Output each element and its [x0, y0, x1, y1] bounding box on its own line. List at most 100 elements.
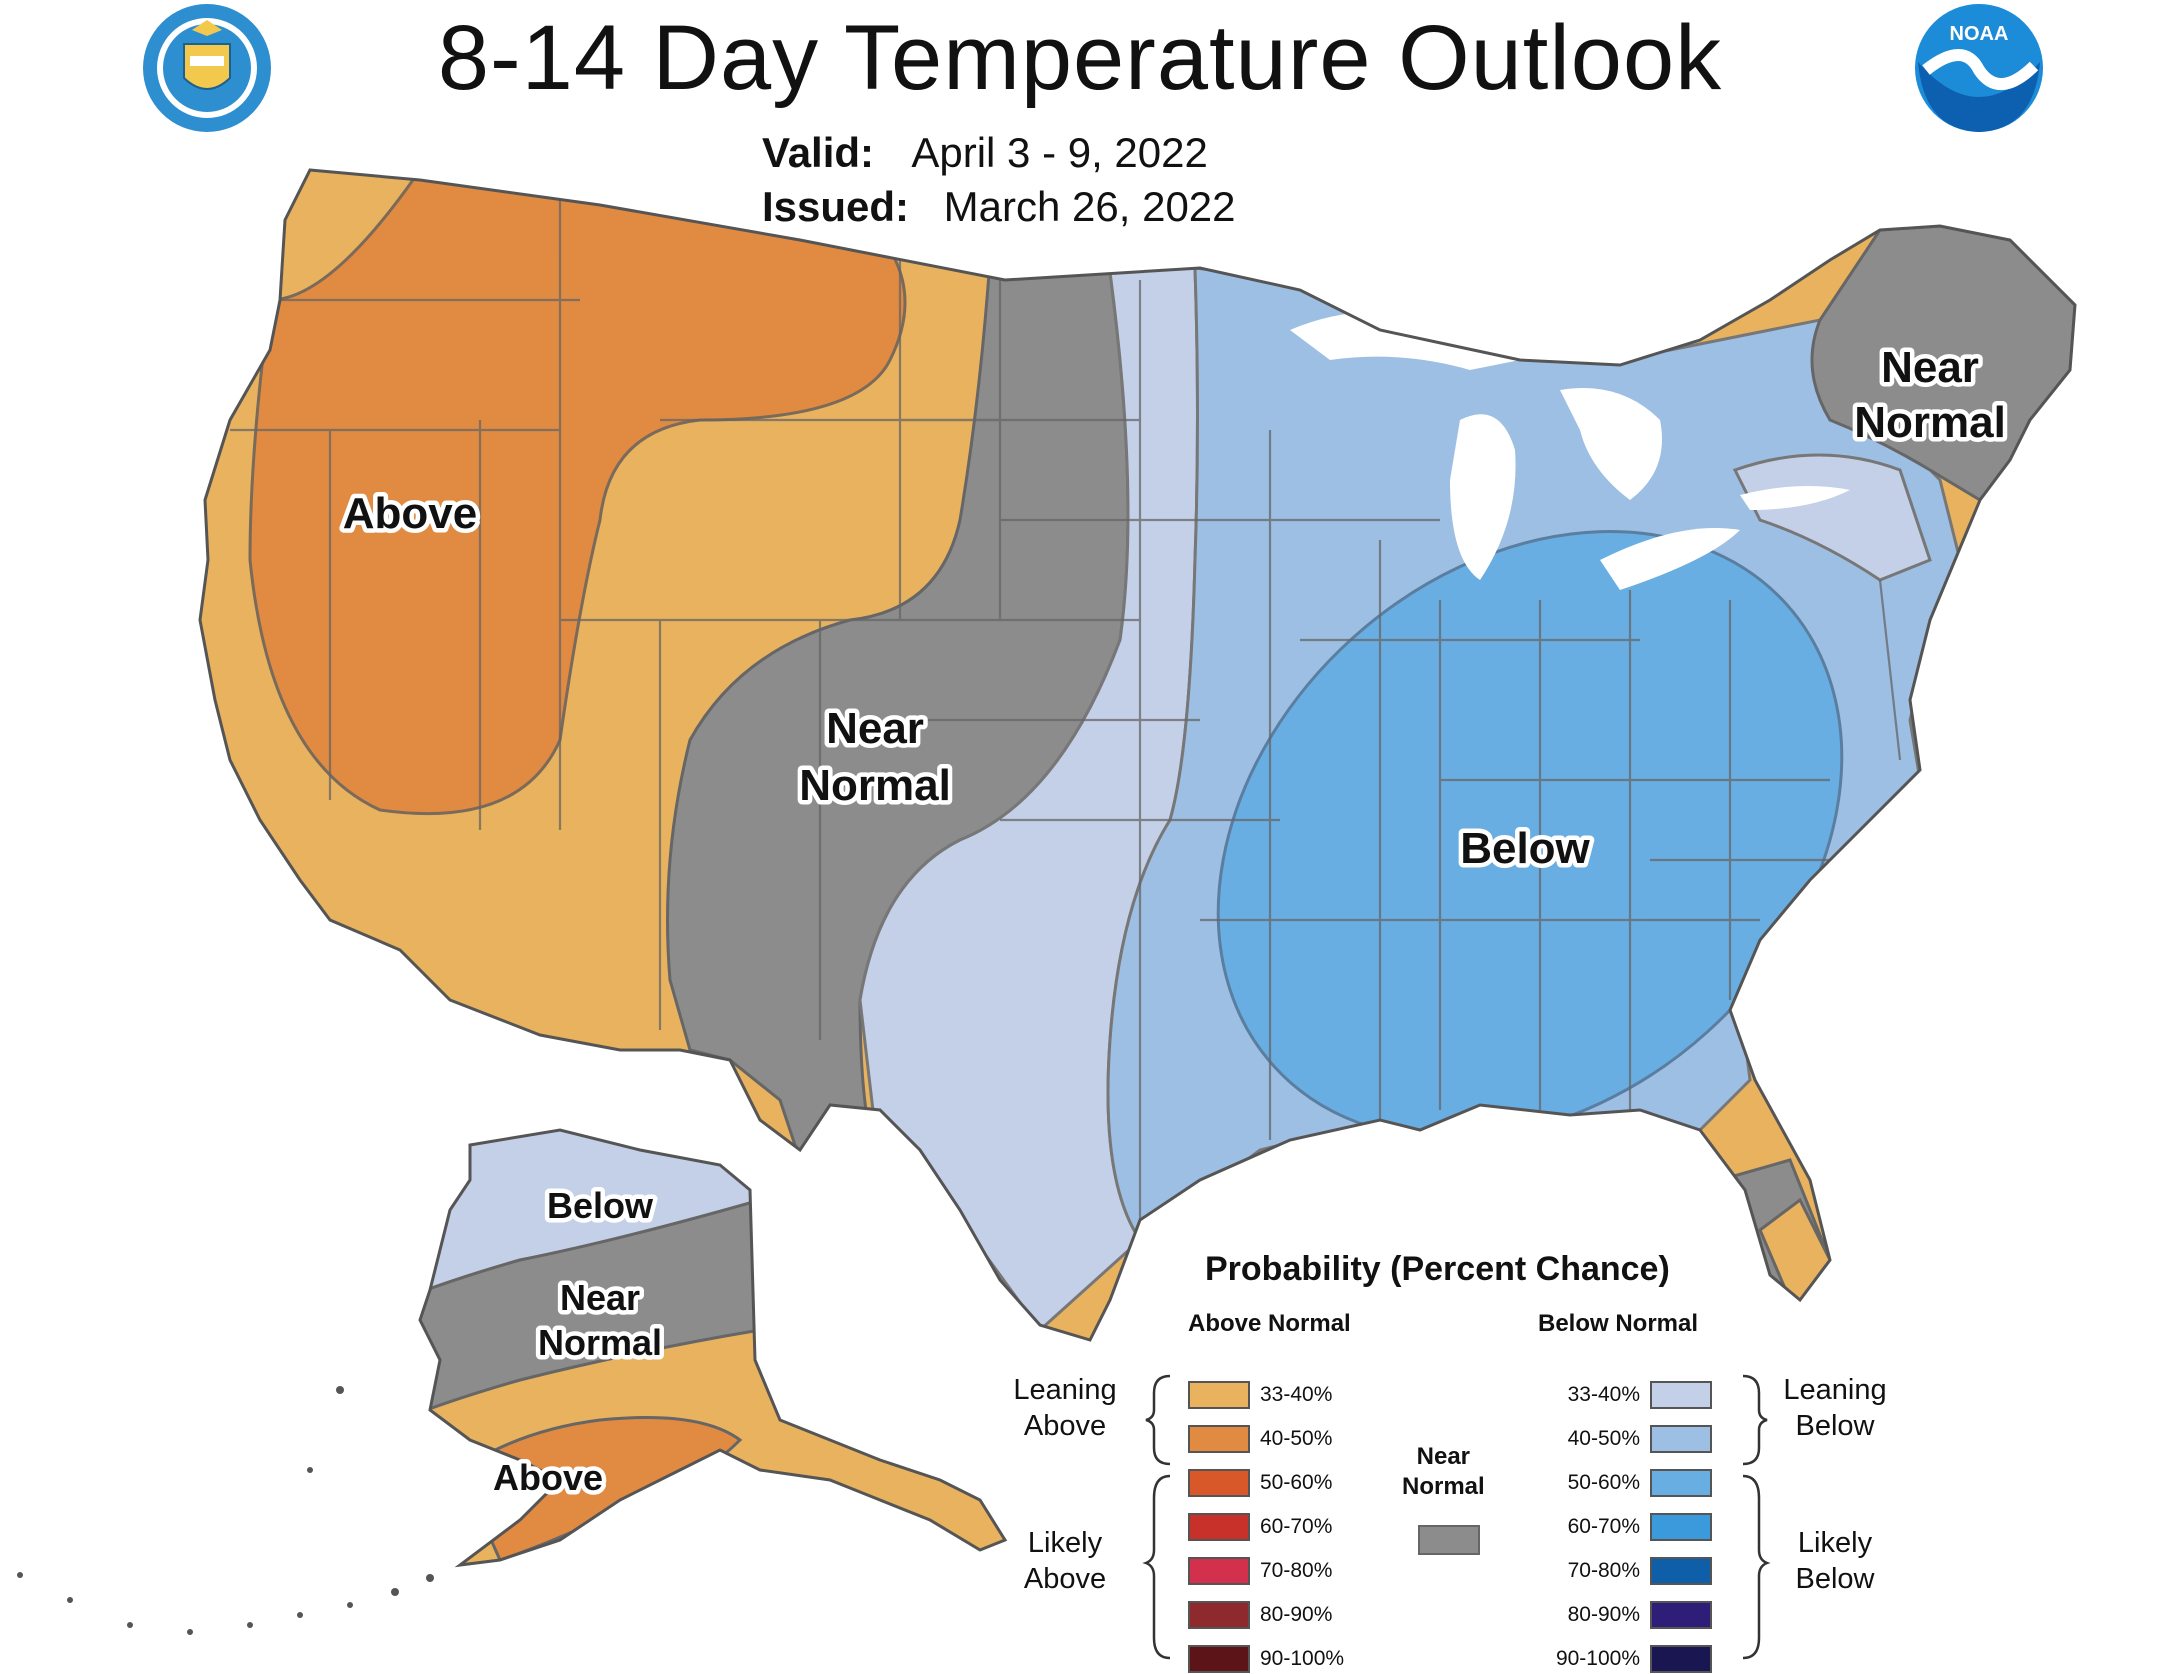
label-central-near-1: Near [826, 704, 924, 753]
label-east-below: Below [1460, 824, 1590, 873]
legend-above-swatch [1188, 1513, 1250, 1541]
legend-below-swatch [1650, 1469, 1712, 1497]
lake-ontario [1740, 486, 1850, 510]
label-northeast-near-2: Normal [1854, 398, 2006, 447]
conus-regions [200, 170, 2075, 1340]
legend-below-row: 80-90% [1530, 1600, 1712, 1630]
legend-above-swatch [1188, 1425, 1250, 1453]
aleutian-islands [17, 1386, 434, 1635]
legend-above-percent: 60-70% [1260, 1515, 1333, 1538]
leaning-above-line1: Leaning [1013, 1374, 1117, 1406]
valid-label: Valid: [762, 129, 875, 176]
legend-above-row: 90-100% [1188, 1644, 1370, 1674]
legend-below-percent: 33-40% [1567, 1383, 1640, 1406]
leaning-below-line2: Below [1795, 1410, 1875, 1442]
state-borders [230, 180, 1940, 1240]
legend-below-row: 70-80% [1530, 1556, 1712, 1586]
legend-above-row: 70-80% [1188, 1556, 1370, 1586]
legend-below-header: Below Normal [1538, 1310, 1699, 1337]
likely-below-line2: Below [1795, 1563, 1875, 1595]
legend-above-row: 60-70% [1188, 1512, 1370, 1542]
legend-below-swatch [1650, 1513, 1712, 1541]
legend-below-percent: 80-90% [1567, 1603, 1640, 1626]
leaning-below-line1: Leaning [1783, 1374, 1887, 1406]
legend-below-row: 60-70% [1530, 1512, 1712, 1542]
legend-above-percent: 33-40% [1260, 1383, 1333, 1406]
legend-title: Probability (Percent Chance) [1205, 1250, 1670, 1288]
label-alaska-above: Above [493, 1457, 603, 1498]
issued-value: March 26, 2022 [943, 183, 1236, 230]
valid-value: April 3 - 9, 2022 [911, 129, 1208, 176]
date-block: Valid: April 3 - 9, 2022 Issued: March 2… [762, 126, 1236, 234]
label-alaska-near-2: Normal [538, 1322, 662, 1363]
legend-above-swatch [1188, 1469, 1250, 1497]
legend-above-percent: 80-90% [1260, 1603, 1333, 1626]
legend-below-percent: 90-100% [1555, 1647, 1640, 1670]
conus-outline [198, 168, 2077, 1342]
lake-michigan [1450, 414, 1516, 580]
leaning-above-line2: Above [1023, 1410, 1107, 1442]
conus-above-40-50-region [248, 170, 907, 816]
legend-near-normal-swatch [1418, 1525, 1480, 1555]
legend-below-percent: 50-60% [1567, 1471, 1640, 1494]
lake-superior [1290, 312, 1520, 370]
legend-below-percent: 70-80% [1567, 1559, 1640, 1582]
legend-below-swatch [1650, 1645, 1712, 1673]
likely-above-line2: Above [1023, 1563, 1107, 1595]
lake-erie [1600, 528, 1740, 590]
legend-below-row: 50-60% [1530, 1468, 1712, 1498]
legend-above-swatch [1188, 1381, 1250, 1409]
lake-huron [1560, 388, 1662, 500]
legend-above-header: Above Normal [1188, 1310, 1351, 1337]
likely-above-line1: Likely [1027, 1527, 1103, 1559]
probability-legend: Probability (Percent Chance) Above Norma… [990, 1250, 1887, 1673]
issued-row: Issued: March 26, 2022 [762, 180, 1236, 234]
alaska-outline [418, 1128, 1008, 1568]
legend-above-percent: 70-80% [1260, 1559, 1333, 1582]
legend-left-braces [1142, 1374, 1171, 1660]
legend-below-row: 90-100% [1530, 1644, 1712, 1674]
label-west-above: Above [343, 489, 477, 538]
noaa-logo-icon: NOAA [1915, 4, 2043, 132]
legend-likely-below: Likely Below [1760, 1525, 1910, 1597]
legend-below-swatch [1650, 1601, 1712, 1629]
commerce-seal-icon [143, 4, 271, 132]
legend-above-swatch [1188, 1601, 1250, 1629]
label-alaska-below: Below [547, 1185, 654, 1226]
label-alaska-near-1: Near [560, 1277, 640, 1318]
legend-right-braces [1742, 1374, 1771, 1660]
conus-below-50-60-region [1216, 530, 1844, 1140]
map-title: 8-14 Day Temperature Outlook [437, 7, 1723, 109]
legend-above-percent: 40-50% [1260, 1427, 1333, 1450]
label-central-near-2: Normal [799, 761, 951, 810]
label-northeast-near-1: Near [1881, 343, 1979, 392]
issued-label: Issued: [762, 183, 910, 230]
legend-below-percent: 40-50% [1567, 1427, 1640, 1450]
legend-likely-above: Likely Above [990, 1525, 1140, 1597]
likely-below-line1: Likely [1797, 1527, 1873, 1559]
legend-below-row: 40-50% [1530, 1424, 1712, 1454]
legend-above-row: 50-60% [1188, 1468, 1370, 1498]
valid-row: Valid: April 3 - 9, 2022 [762, 126, 1236, 180]
legend-below-swatch [1650, 1425, 1712, 1453]
alaska-regions [420, 1130, 1005, 1565]
legend-above-swatch [1188, 1557, 1250, 1585]
legend-leaning-above: Leaning Above [990, 1372, 1140, 1444]
near-normal-line1: Near [1416, 1443, 1471, 1470]
ne-below-33-40-region [1732, 453, 1932, 582]
legend-above-row: 33-40% [1188, 1380, 1370, 1410]
legend-above-row: 40-50% [1188, 1424, 1370, 1454]
noaa-logo-text: NOAA [1950, 23, 2009, 45]
legend-near-normal-label: Near Normal [1402, 1442, 1485, 1502]
legend-below-swatch [1650, 1381, 1712, 1409]
legend-above-swatch [1188, 1645, 1250, 1673]
legend-below-percent: 60-70% [1567, 1515, 1640, 1538]
legend-leaning-below: Leaning Below [1760, 1372, 1910, 1444]
legend-below-swatch [1650, 1557, 1712, 1585]
legend-below-row: 33-40% [1530, 1380, 1712, 1410]
near-normal-line2: Normal [1402, 1473, 1485, 1500]
legend-above-row: 80-90% [1188, 1600, 1370, 1630]
legend-above-percent: 90-100% [1260, 1647, 1345, 1670]
legend-above-percent: 50-60% [1260, 1471, 1333, 1494]
